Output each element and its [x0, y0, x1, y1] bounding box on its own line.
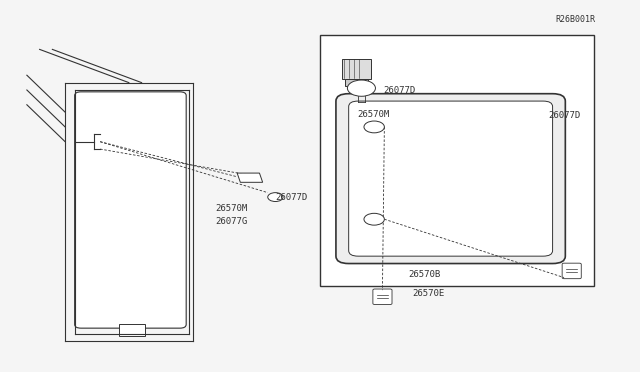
- Text: 26570M: 26570M: [215, 203, 247, 213]
- Text: 26570E: 26570E: [412, 289, 445, 298]
- Bar: [320, 35, 594, 286]
- Bar: [342, 59, 371, 79]
- Circle shape: [268, 193, 283, 202]
- Text: 26077D: 26077D: [384, 86, 416, 94]
- Text: 26077D: 26077D: [548, 111, 580, 121]
- Polygon shape: [237, 173, 262, 182]
- FancyBboxPatch shape: [562, 263, 581, 279]
- Text: 26077D: 26077D: [275, 193, 308, 202]
- Text: 26570M: 26570M: [357, 109, 389, 119]
- FancyBboxPatch shape: [336, 94, 565, 263]
- FancyBboxPatch shape: [373, 289, 392, 305]
- Text: 26570B: 26570B: [408, 270, 440, 279]
- Bar: [119, 324, 145, 336]
- Circle shape: [364, 213, 385, 225]
- Circle shape: [364, 121, 385, 133]
- Text: 26077G: 26077G: [215, 217, 247, 225]
- FancyBboxPatch shape: [75, 92, 186, 328]
- Text: R26B001R: R26B001R: [556, 15, 596, 24]
- Bar: [346, 79, 368, 86]
- FancyBboxPatch shape: [349, 101, 552, 256]
- Circle shape: [348, 80, 376, 96]
